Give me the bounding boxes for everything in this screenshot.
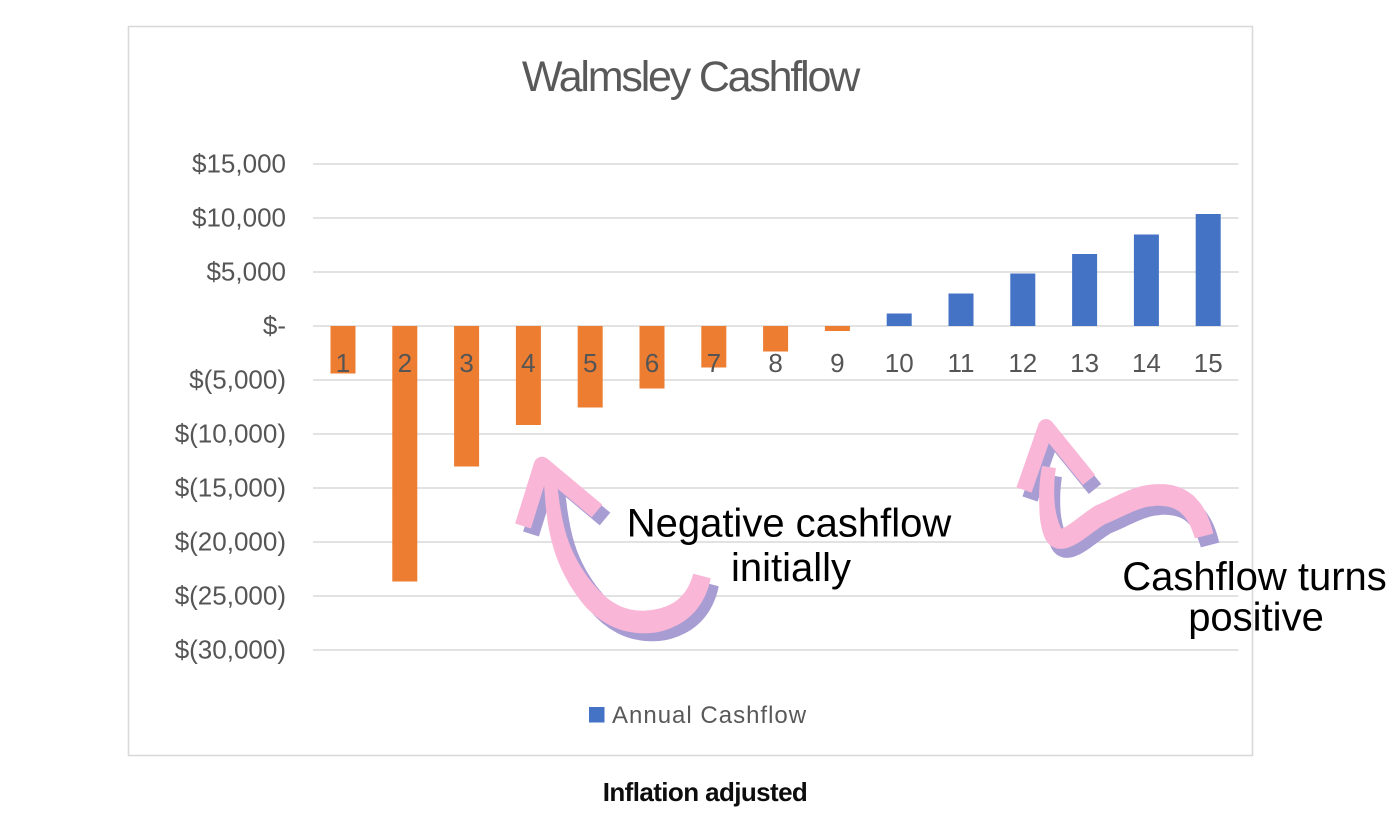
svg-text:$(5,000): $(5,000) — [189, 365, 286, 395]
svg-text:12: 12 — [1008, 348, 1037, 378]
svg-text:8: 8 — [768, 348, 782, 378]
svg-text:Cashflow turns: Cashflow turns — [1122, 555, 1387, 599]
svg-text:1: 1 — [336, 348, 350, 378]
svg-text:9: 9 — [830, 348, 844, 378]
svg-text:initially: initially — [731, 546, 851, 590]
svg-text:Walmsley Cashflow: Walmsley Cashflow — [522, 53, 861, 101]
svg-text:Negative cashflow: Negative cashflow — [627, 502, 952, 546]
svg-text:11: 11 — [948, 348, 975, 378]
svg-text:13: 13 — [1070, 348, 1099, 378]
svg-text:$(30,000): $(30,000) — [175, 635, 286, 665]
svg-text:3: 3 — [459, 348, 473, 378]
svg-text:6: 6 — [645, 348, 659, 378]
svg-text:15: 15 — [1194, 348, 1223, 378]
svg-text:$15,000: $15,000 — [192, 149, 286, 179]
svg-text:10: 10 — [885, 348, 914, 378]
svg-text:$(25,000): $(25,000) — [175, 581, 286, 611]
svg-text:7: 7 — [707, 348, 721, 378]
svg-text:$(10,000): $(10,000) — [175, 419, 286, 449]
svg-text:$5,000: $5,000 — [206, 257, 286, 287]
svg-text:5: 5 — [583, 348, 597, 378]
svg-text:Annual Cashflow: Annual Cashflow — [612, 702, 807, 729]
svg-text:14: 14 — [1132, 348, 1161, 378]
svg-text:2: 2 — [398, 348, 412, 378]
svg-text:$-: $- — [263, 311, 286, 341]
svg-text:$(20,000): $(20,000) — [175, 527, 286, 557]
svg-text:Inflation adjusted: Inflation adjusted — [603, 777, 807, 807]
svg-text:$10,000: $10,000 — [192, 203, 286, 233]
svg-text:$(15,000): $(15,000) — [175, 473, 286, 503]
svg-text:4: 4 — [521, 348, 535, 378]
svg-text:positive: positive — [1188, 596, 1324, 640]
